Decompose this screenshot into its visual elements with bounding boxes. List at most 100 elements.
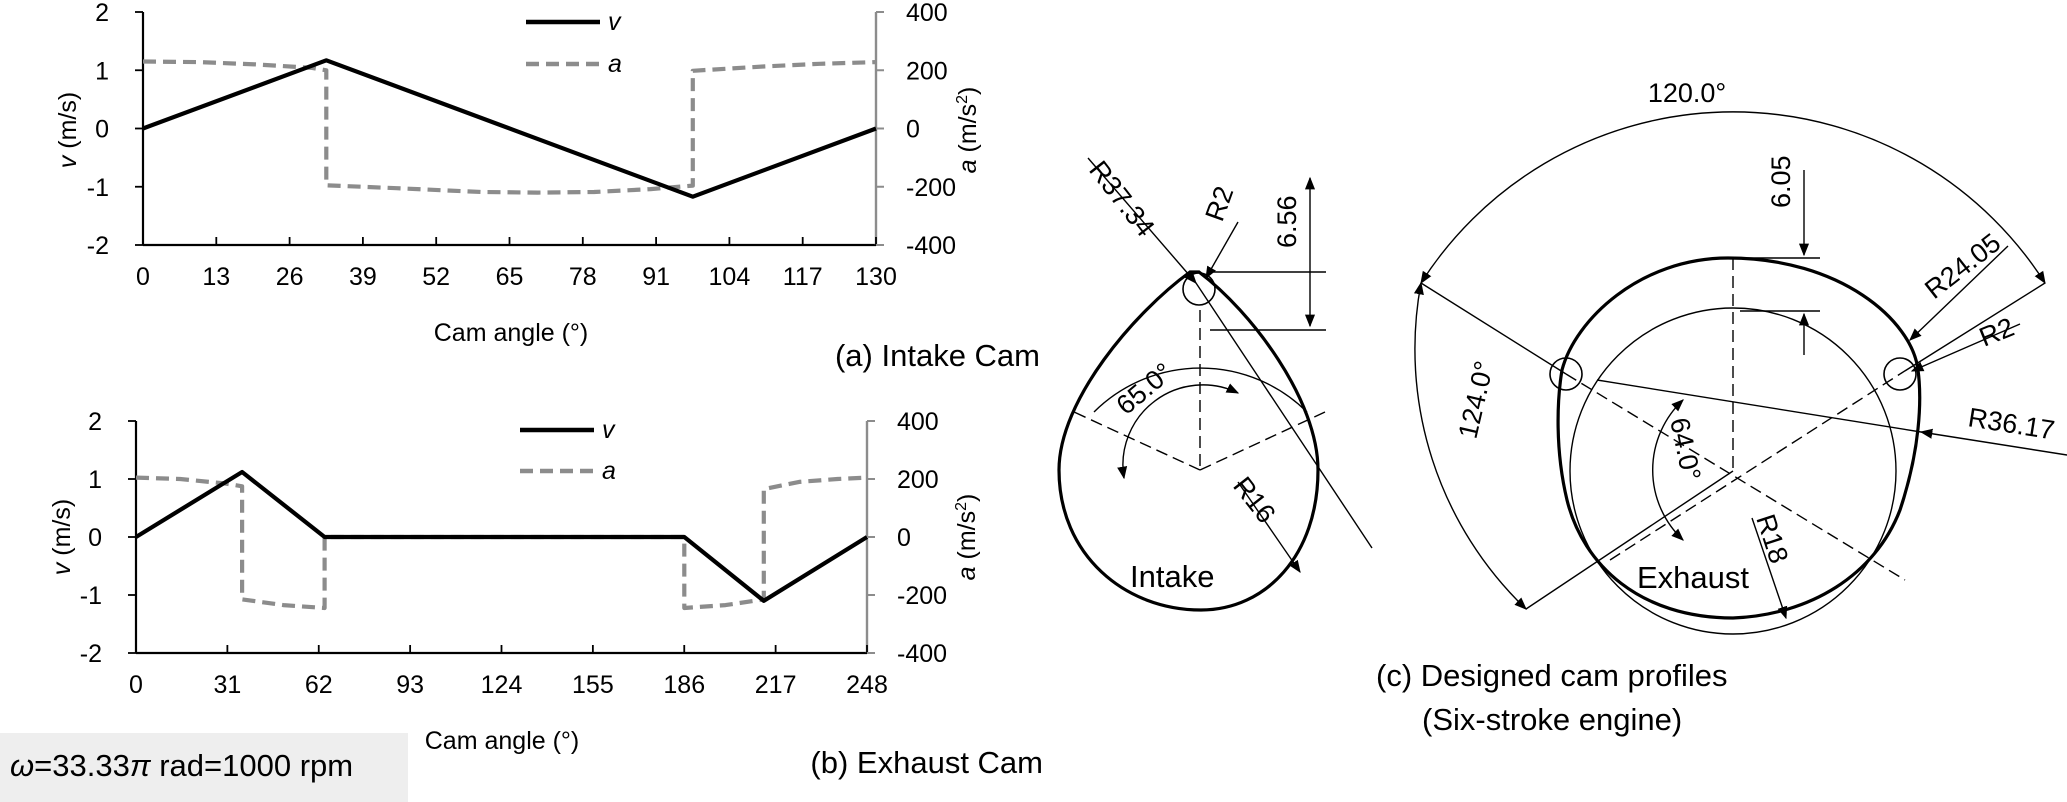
- intake-cam-profile: [1057, 270, 1320, 612]
- exhaust-ytick-left-label: 0: [88, 524, 102, 552]
- intake-dim-r16: R16: [1227, 471, 1281, 529]
- exhaust-r2405-leader: [1909, 245, 2009, 341]
- exhaust-120-angle-arc: [1420, 111, 2046, 285]
- exhaust-series-a-line: [135, 475, 868, 611]
- intake-xtick-label: 26: [276, 263, 304, 291]
- exhaust-legend-a-label: a: [602, 457, 616, 485]
- intake-cam-diagram: [1057, 157, 1373, 612]
- intake-xaxis-label: Cam angle (°): [434, 319, 589, 347]
- intake-xtick-label: 52: [422, 263, 450, 291]
- intake-centerline-right: [1199, 411, 1326, 471]
- exhaust-cam-labels: 120.0° 6.05 R24.05 R2 R36.17 124.0° 64.0…: [1453, 78, 2057, 595]
- intake-dim-r2: R2: [1199, 182, 1239, 225]
- exhaust-chart: 0 31 62 93 124 155 186 217 248 2 1 0 -1 -2 400 200 0 -200…: [48, 408, 1043, 780]
- intake-chart: 0 13 26 39 52 65 78 91 104 117 130 2 1 0 -1 -2 400 200 0 -2…: [54, 0, 1040, 373]
- exhaust-legend-v-label: v: [602, 416, 616, 444]
- exhaust-64-angle-arc: [1651, 399, 1684, 541]
- exhaust-dim-120deg: 120.0°: [1648, 78, 1726, 108]
- exhaust-xtick-label: 62: [305, 671, 333, 699]
- exhaust-chart-ticks: 0 31 62 93 124 155 186 217 248 2 1 0 -1 -2 400 200 0 -200…: [80, 408, 947, 699]
- diagram-caption-line1: (c) Designed cam profiles: [1376, 658, 1727, 693]
- exhaust-r2-leader: [1910, 323, 2021, 372]
- intake-r16-leader: [1237, 481, 1301, 574]
- exhaust-cam-diagram: [1413, 111, 2067, 635]
- intake-ytick-left-label: 1: [95, 57, 109, 85]
- intake-xtick-label: 13: [202, 263, 230, 291]
- intake-series-a-line: [142, 59, 877, 195]
- exhaust-ytick-left-label: -1: [80, 582, 102, 610]
- exhaust-legend: v a: [520, 416, 616, 485]
- intake-follower-roller: [1182, 272, 1216, 306]
- exhaust-xtick-label: 217: [755, 671, 797, 699]
- exhaust-follower-roller-left: [1549, 357, 1583, 391]
- diagram-caption-line2: (Six-stroke engine): [1422, 702, 1682, 737]
- exhaust-xtick-label: 0: [129, 671, 143, 699]
- exhaust-series-v-line: [134, 469, 869, 603]
- intake-ytick-right-label: 200: [906, 57, 948, 85]
- exhaust-xtick-label: 248: [846, 671, 888, 699]
- intake-ytick-right-label: 0: [906, 116, 920, 144]
- exhaust-cam-profile: [1556, 256, 1922, 620]
- intake-caption: (a) Intake Cam: [835, 338, 1040, 373]
- intake-ytick-left-label: 0: [95, 116, 109, 144]
- intake-xtick-label: 130: [855, 263, 897, 291]
- exhaust-r3617-leader: [1919, 428, 2067, 456]
- exhaust-124-angle-arc: [1413, 281, 1527, 610]
- intake-yaxis-right-label: a (m/s2): [954, 87, 982, 174]
- exhaust-caption: (b) Exhaust Cam: [810, 745, 1043, 780]
- intake-legend-a-label: a: [608, 50, 622, 78]
- intake-chart-series: [142, 58, 877, 199]
- intake-65-angle-arc: [1117, 383, 1240, 480]
- exhaust-base-circle: [1569, 307, 1897, 635]
- diagram-caption: (c) Designed cam profiles (Six-stroke en…: [1376, 658, 1727, 737]
- intake-dim-r3734: R37.34: [1083, 155, 1160, 242]
- speed-note: ω=33.33π rad=1000 rpm: [0, 733, 408, 802]
- exhaust-r3617-ext: [1596, 379, 1922, 433]
- intake-ytick-right-label: 400: [906, 0, 948, 27]
- intake-xtick-label: 0: [136, 263, 150, 291]
- intake-xtick-label: 117: [783, 263, 823, 291]
- exhaust-dim-r2405: R24.05: [1919, 227, 2006, 304]
- intake-ytick-left-label: 2: [95, 0, 109, 27]
- intake-ytick-left-label: -2: [87, 232, 109, 260]
- exhaust-ytick-right-label: 200: [897, 466, 939, 494]
- intake-cam-label: Intake: [1130, 559, 1214, 594]
- exhaust-cam-label: Exhaust: [1637, 560, 1749, 595]
- intake-xtick-label: 91: [642, 263, 670, 291]
- exhaust-dim-r2: R2: [1975, 312, 2018, 353]
- intake-xtick-label: 39: [349, 263, 377, 291]
- exhaust-centerline-diag1: [1565, 373, 1906, 581]
- intake-ytick-right-label: -400: [906, 232, 956, 260]
- exhaust-centerline-diag2: [1609, 373, 1901, 561]
- intake-ytick-left-label: -1: [87, 174, 109, 202]
- exhaust-ytick-left-label: -2: [80, 640, 102, 668]
- exhaust-dim-64deg: 64.0°: [1664, 415, 1707, 483]
- intake-xtick-label: 104: [709, 263, 751, 291]
- intake-chart-ticks: 0 13 26 39 52 65 78 91 104 117 130 2 1 0 -1 -2 400 200 0 -2…: [87, 0, 956, 291]
- exhaust-120-ext-left: [1420, 282, 1567, 375]
- exhaust-124-ext: [1525, 470, 1734, 610]
- exhaust-dim-r18: R18: [1750, 511, 1794, 567]
- intake-r3734-leader: [1087, 157, 1197, 284]
- exhaust-ytick-right-label: -400: [897, 640, 947, 668]
- intake-yaxis-left-label: v (m/s): [54, 92, 82, 168]
- intake-series-v-line: [142, 58, 877, 199]
- exhaust-ytick-right-label: 400: [897, 408, 939, 436]
- intake-dim-656: 6.56: [1272, 195, 1302, 248]
- intake-xtick-label: 65: [496, 263, 524, 291]
- exhaust-dim-605: 6.05: [1766, 155, 1796, 208]
- speed-note-text: ω=33.33π rad=1000 rpm: [10, 748, 353, 783]
- exhaust-xtick-label: 155: [572, 671, 614, 699]
- intake-xtick-label: 78: [569, 263, 597, 291]
- exhaust-follower-roller-right: [1883, 357, 1917, 391]
- speed-note-background: [0, 733, 408, 802]
- exhaust-dim-r3617: R36.17: [1966, 402, 2057, 445]
- exhaust-xaxis-label: Cam angle (°): [425, 727, 580, 755]
- exhaust-ytick-left-label: 1: [88, 466, 102, 494]
- exhaust-dim-124deg: 124.0°: [1453, 358, 1500, 441]
- exhaust-xtick-label: 124: [481, 671, 523, 699]
- intake-legend-v-label: v: [608, 8, 622, 36]
- exhaust-yaxis-left-label: v (m/s): [48, 499, 76, 575]
- exhaust-chart-series: [134, 469, 869, 611]
